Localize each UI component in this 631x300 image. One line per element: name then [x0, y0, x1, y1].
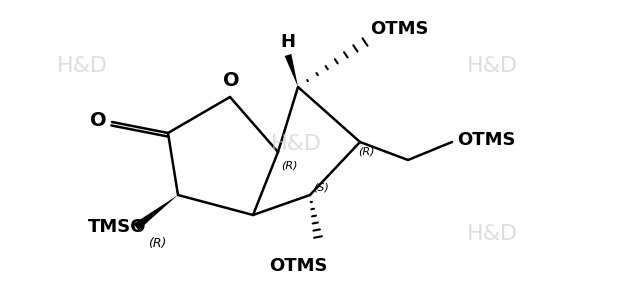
Text: OTMS: OTMS	[370, 20, 428, 38]
Text: H&D: H&D	[467, 224, 517, 244]
Polygon shape	[285, 54, 298, 87]
Text: (R): (R)	[148, 237, 167, 250]
Polygon shape	[134, 195, 178, 230]
Text: O: O	[223, 71, 239, 90]
Text: H&D: H&D	[467, 56, 517, 76]
Text: (R): (R)	[281, 160, 297, 170]
Text: (R): (R)	[358, 147, 375, 157]
Text: OTMS: OTMS	[457, 131, 516, 149]
Text: (S): (S)	[313, 183, 329, 193]
Text: OTMS: OTMS	[269, 257, 327, 275]
Text: H: H	[281, 33, 295, 51]
Text: H&D: H&D	[57, 56, 107, 76]
Text: O: O	[90, 112, 107, 130]
Text: H&D: H&D	[271, 134, 322, 154]
Text: TMSO: TMSO	[88, 218, 146, 236]
